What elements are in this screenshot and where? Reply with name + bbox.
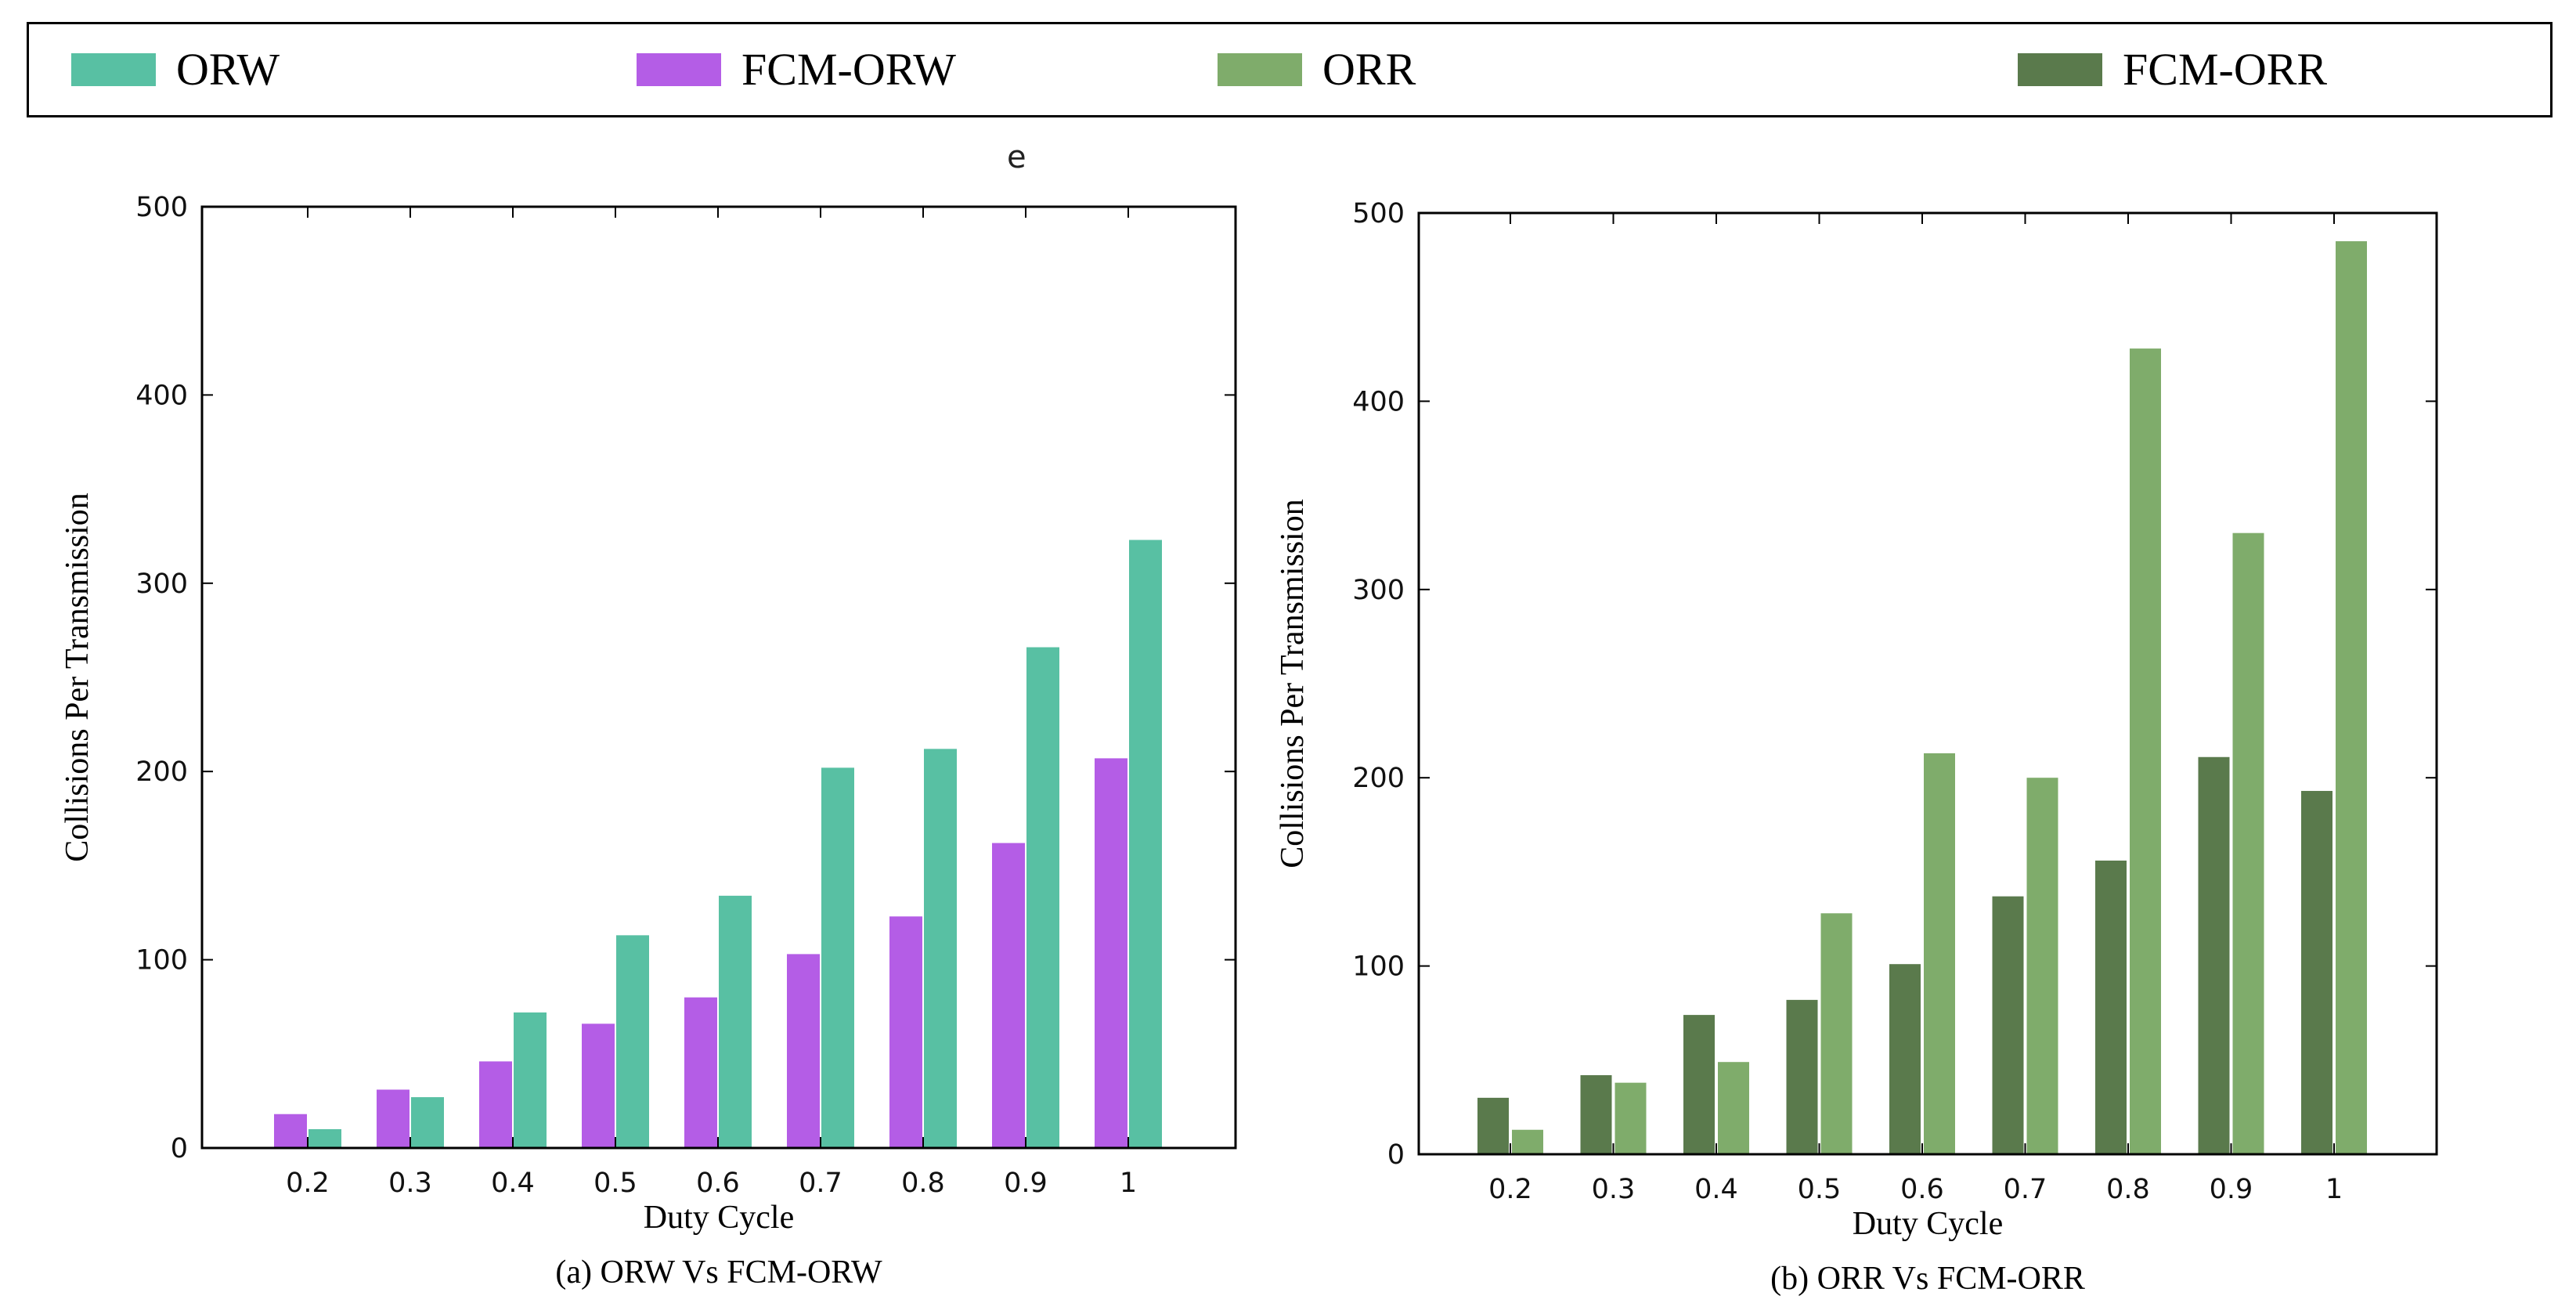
- bar-fcm-orr-0.9: [2198, 756, 2230, 1154]
- plot-frame: [1417, 211, 2438, 1156]
- y-axis-title: Collisions Per Transmission: [1275, 499, 1311, 868]
- bar-orw-0.8: [924, 749, 957, 1148]
- legend-item-orr: ORR: [1218, 46, 1416, 93]
- x-tick-label: 0.8: [2106, 1174, 2150, 1205]
- legend-swatch-orw: [71, 53, 156, 86]
- x-tick-label: 0.5: [1798, 1174, 1842, 1205]
- bar-orr-0.2: [1512, 1129, 1543, 1154]
- legend-item-fcm-orw: FCM-ORW: [637, 46, 956, 93]
- y-tick-label: 300: [1352, 575, 1405, 606]
- chart-a: 0 100 200 300 400 500 0.2 0.3 0.4 0.5 0.6 0.7 0.8 0.9…: [60, 192, 1237, 1291]
- y-tick-label: 200: [1352, 763, 1405, 794]
- x-axis-title: Duty Cycle: [644, 1200, 794, 1236]
- bar-fcm-orr-0.4: [1683, 1015, 1715, 1154]
- bar-orr-0.4: [1718, 1062, 1749, 1154]
- bar-orw-0.6: [719, 895, 752, 1148]
- chart-b: 0 100 200 300 400 500 0.2 0.3 0.4 0.5 0.6 0.7 0.8 0.9…: [1275, 198, 2438, 1297]
- x-tick-label: 0.3: [1592, 1174, 1636, 1205]
- x-tick-label: 0.2: [286, 1168, 330, 1199]
- x-axis-title: Duty Cycle: [1853, 1206, 2003, 1242]
- chart-caption: (b) ORR Vs FCM-ORR: [1770, 1261, 2085, 1297]
- x-tick-label: 0.6: [696, 1168, 740, 1199]
- bar-orw-0.5: [616, 935, 649, 1148]
- y-tick-label: 500: [135, 192, 188, 223]
- bar-fcm-orw-0.4: [479, 1061, 512, 1148]
- bar-orw-0.7: [821, 767, 854, 1148]
- bar-fcm-orw-0.3: [377, 1089, 409, 1148]
- legend-label-orr: ORR: [1322, 44, 1416, 95]
- bar-fcm-orr-0.6: [1889, 964, 1921, 1154]
- bar-fcm-orw-0.6: [684, 997, 717, 1148]
- bar-orr-0.3: [1615, 1082, 1647, 1154]
- y-tick-label: 100: [135, 945, 188, 976]
- x-tick-label: 0.4: [491, 1168, 535, 1199]
- bar-fcm-orw-0.8: [889, 916, 922, 1148]
- x-tick-label: 0.2: [1488, 1174, 1532, 1205]
- bar-orr-0.7: [2026, 778, 2058, 1154]
- x-tick-label: 1: [2325, 1174, 2343, 1205]
- x-tick-label: 0.9: [1004, 1168, 1048, 1199]
- y-tick-label: 500: [1352, 198, 1405, 229]
- bar-fcm-orr-0.5: [1786, 999, 1818, 1154]
- bar-orr-1: [2336, 241, 2367, 1154]
- bar-fcm-orw-0.9: [992, 843, 1025, 1148]
- legend-label-fcm-orw: FCM-ORW: [741, 44, 956, 95]
- bar-fcm-orw-0.2: [274, 1114, 307, 1148]
- x-tick-label: 0.3: [388, 1168, 432, 1199]
- x-tick-label: 0.8: [901, 1168, 945, 1199]
- y-axis-title: Collisions Per Transmission: [60, 493, 96, 861]
- bar-orw-0.9: [1026, 647, 1059, 1148]
- y-tick-label: 300: [135, 569, 188, 600]
- bar-fcm-orr-0.2: [1477, 1097, 1509, 1154]
- bar-fcm-orr-1: [2301, 791, 2332, 1154]
- x-tick-label: 0.4: [1694, 1174, 1738, 1205]
- y-tick-label: 400: [135, 380, 188, 411]
- legend-item-orw: ORW: [71, 46, 280, 93]
- x-tick-label: 0.7: [799, 1168, 842, 1199]
- x-tick-label: 1: [1120, 1168, 1137, 1199]
- y-tick-label: 100: [1352, 951, 1405, 983]
- bar-orr-0.9: [2232, 532, 2264, 1154]
- y-tick-label: 200: [135, 756, 188, 788]
- bar-fcm-orw-0.7: [787, 954, 820, 1148]
- legend-swatch-fcm-orr: [2018, 53, 2102, 86]
- bar-orr-0.6: [1924, 753, 1955, 1154]
- legend-swatch-fcm-orw: [637, 53, 721, 86]
- x-tick-label: 0.5: [593, 1168, 637, 1199]
- chart-caption: (a) ORW Vs FCM-ORW: [555, 1254, 882, 1291]
- y-tick-label: 0: [171, 1133, 188, 1164]
- legend-swatch-orr: [1218, 53, 1302, 86]
- bar-fcm-orr-0.8: [2095, 860, 2127, 1154]
- bar-fcm-orr-0.7: [1992, 896, 2024, 1154]
- bar-fcm-orr-0.3: [1580, 1075, 1612, 1154]
- bar-orr-0.5: [1820, 913, 1853, 1154]
- legend-label-orw: ORW: [176, 44, 280, 95]
- legend-item-fcm-orr: FCM-ORR: [2018, 46, 2327, 93]
- bar-fcm-orw-0.5: [582, 1023, 615, 1148]
- x-tick-label: 0.6: [1900, 1174, 1944, 1205]
- legend-label-fcm-orr: FCM-ORR: [2123, 44, 2328, 95]
- bar-orw-0.2: [308, 1128, 341, 1148]
- bar-orr-0.8: [2130, 348, 2161, 1154]
- legend: ORW FCM-ORW ORR FCM-ORR: [27, 22, 2553, 117]
- bar-orw-1: [1129, 540, 1162, 1148]
- bar-orw-0.3: [411, 1097, 444, 1148]
- x-tick-label: 0.9: [2210, 1174, 2253, 1205]
- bar-fcm-orw-1: [1095, 758, 1127, 1148]
- bar-orw-0.4: [514, 1012, 547, 1148]
- x-tick-label: 0.7: [2004, 1174, 2047, 1205]
- y-tick-label: 400: [1352, 386, 1405, 417]
- y-tick-label: 0: [1387, 1139, 1405, 1171]
- stray-text-mark: e: [1007, 139, 1026, 175]
